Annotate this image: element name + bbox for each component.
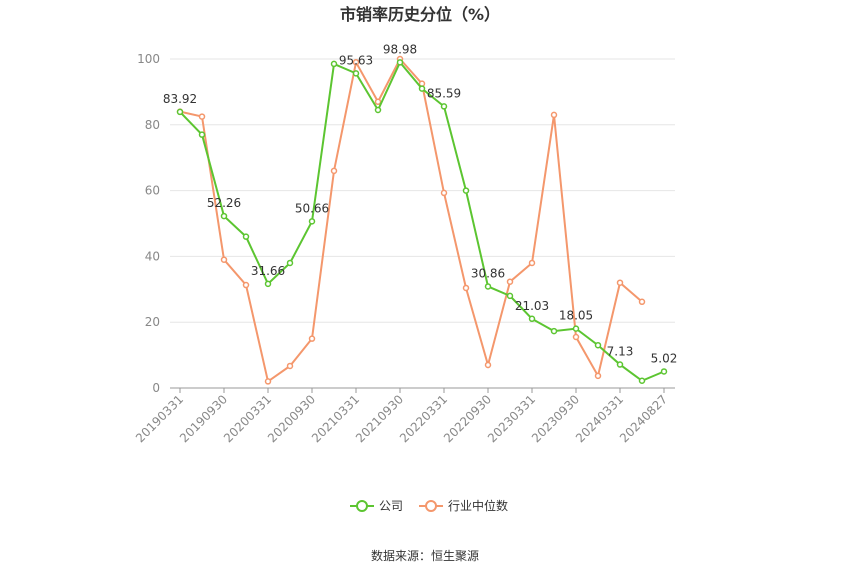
y-tick-label: 0 bbox=[152, 381, 160, 395]
point bbox=[506, 278, 514, 285]
point bbox=[418, 85, 426, 92]
point bbox=[528, 315, 536, 323]
point bbox=[396, 59, 404, 66]
series-line bbox=[179, 60, 665, 382]
point bbox=[616, 361, 624, 368]
legend-label: 行业中位数 bbox=[448, 498, 508, 513]
point bbox=[484, 283, 492, 290]
data-label: 85.59 bbox=[427, 86, 461, 100]
point bbox=[506, 292, 514, 300]
point bbox=[352, 59, 360, 66]
point bbox=[308, 335, 316, 342]
point bbox=[572, 333, 580, 341]
series-line bbox=[179, 57, 643, 384]
point bbox=[550, 111, 558, 119]
point bbox=[462, 284, 470, 292]
legend-marker bbox=[356, 500, 368, 512]
data-label: 7.13 bbox=[607, 345, 634, 359]
point bbox=[286, 259, 294, 267]
point bbox=[286, 362, 294, 370]
y-tick-label: 40 bbox=[145, 249, 160, 263]
point bbox=[484, 361, 492, 369]
point bbox=[462, 187, 470, 194]
point bbox=[220, 256, 228, 263]
point bbox=[330, 60, 338, 68]
point bbox=[352, 70, 360, 77]
point bbox=[440, 103, 448, 110]
point bbox=[242, 233, 250, 240]
data-label: 95.63 bbox=[339, 53, 373, 67]
point bbox=[374, 106, 382, 114]
data-label: 30.86 bbox=[471, 266, 505, 280]
legend-marker bbox=[425, 500, 438, 512]
data-label: 21.03 bbox=[515, 299, 549, 313]
point bbox=[242, 281, 250, 289]
legend-label: 公司 bbox=[379, 499, 403, 513]
point bbox=[616, 279, 624, 286]
data-label: 52.26 bbox=[207, 196, 241, 210]
point bbox=[308, 218, 316, 225]
data-label: 50.66 bbox=[295, 201, 329, 215]
point bbox=[638, 377, 646, 385]
point bbox=[374, 98, 382, 106]
point bbox=[572, 325, 580, 332]
chart-title: 市销率历史分位（%） bbox=[340, 5, 500, 24]
point bbox=[264, 280, 272, 288]
point bbox=[660, 368, 668, 375]
point bbox=[594, 341, 602, 349]
point bbox=[594, 372, 602, 380]
point bbox=[176, 108, 184, 116]
y-tick-label: 100 bbox=[137, 52, 160, 66]
source: 数据来源：恒生聚源 bbox=[371, 548, 479, 563]
point bbox=[220, 212, 228, 220]
point bbox=[550, 327, 558, 335]
y-tick-label: 20 bbox=[145, 315, 160, 329]
point bbox=[264, 378, 272, 385]
x-tick-label: 20240827 bbox=[617, 392, 670, 445]
y-tick-label: 80 bbox=[145, 118, 160, 132]
point bbox=[330, 167, 338, 175]
point bbox=[198, 113, 206, 120]
data-label: 31.66 bbox=[251, 264, 285, 278]
point bbox=[198, 131, 206, 138]
data-label: 5.02 bbox=[651, 351, 678, 365]
data-label: 18.05 bbox=[559, 309, 593, 323]
point bbox=[638, 298, 646, 306]
data-label: 98.98 bbox=[383, 42, 417, 56]
y-tick-label: 60 bbox=[145, 184, 160, 198]
point bbox=[440, 189, 448, 197]
point bbox=[528, 259, 536, 267]
data-label: 83.92 bbox=[163, 92, 197, 106]
